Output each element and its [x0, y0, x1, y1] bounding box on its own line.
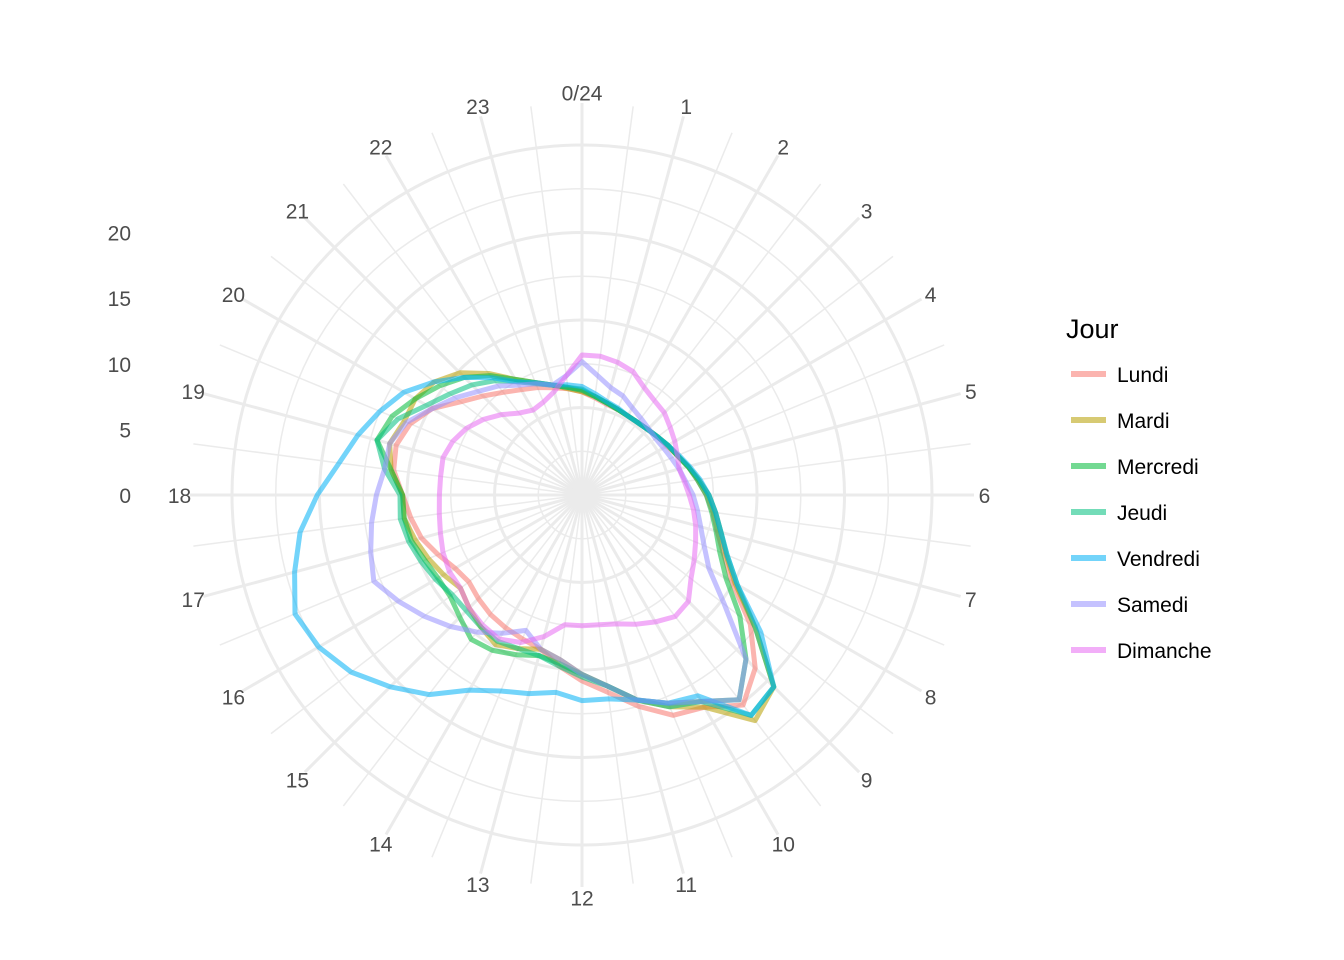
grid-spoke	[580, 493, 861, 774]
hour-tick-label: 20	[222, 284, 245, 307]
grid-spoke	[303, 216, 584, 497]
hour-tick-label: 19	[182, 381, 205, 404]
grid-spoke	[384, 494, 584, 836]
r-tick-label: 0	[119, 485, 131, 508]
hour-tick-label: 12	[570, 888, 593, 911]
grid-spoke-minor	[530, 106, 583, 496]
polar-grid	[190, 103, 974, 887]
hour-tick-label: 8	[925, 686, 937, 709]
grid-spoke-minor	[270, 494, 583, 735]
legend-label: Mercredi	[1117, 456, 1199, 479]
grid-spoke	[479, 494, 584, 875]
legend-label: Mardi	[1117, 410, 1170, 433]
series-line-dimanche	[436, 352, 699, 645]
hour-tick-label: 18	[168, 485, 191, 508]
grid-spoke-minor	[431, 494, 583, 858]
grid-spoke-minor	[581, 443, 971, 496]
hour-tick-labels: 0/24123456789101112131415161718192021222…	[168, 83, 991, 911]
hour-tick-label: 14	[369, 834, 393, 857]
grid-spoke-minor	[581, 494, 971, 547]
grid-spoke	[384, 154, 584, 496]
hour-tick-label: 21	[286, 200, 309, 223]
hour-tick-label: 3	[861, 200, 873, 223]
grid-spoke-minor	[581, 183, 822, 496]
hour-tick-label: 13	[466, 874, 489, 897]
grid-spoke-minor	[581, 494, 634, 884]
series-lines	[292, 352, 777, 724]
grid-spoke-minor	[581, 494, 822, 807]
legend-label: Vendredi	[1117, 548, 1200, 571]
r-tick-label: 15	[108, 288, 131, 311]
grid-spoke	[580, 216, 861, 497]
legend: Jour Lundi Mardi Mercredi Jeudi Vendredi Same…	[1066, 314, 1212, 663]
hour-tick-label: 1	[680, 96, 692, 119]
grid-spoke-minor	[581, 255, 894, 496]
grid-spoke-minor	[581, 494, 945, 646]
r-tick-label: 20	[108, 223, 131, 246]
legend-label: Samedi	[1117, 594, 1188, 617]
legend-items: Lundi Mardi Mercredi Jeudi Vendredi Samedi Dim…	[1071, 364, 1212, 663]
hour-tick-label: 2	[777, 136, 789, 159]
grid-spoke-minor	[219, 494, 583, 646]
grid-spoke-minor	[193, 494, 583, 547]
hour-tick-label: 9	[861, 770, 873, 793]
legend-label: Dimanche	[1117, 640, 1212, 663]
hour-tick-label: 4	[925, 284, 937, 307]
grid-spoke	[479, 115, 584, 496]
hour-tick-label: 5	[965, 381, 977, 404]
grid-spoke-minor	[581, 132, 733, 496]
r-tick-label: 10	[108, 354, 131, 377]
hour-tick-label: 6	[979, 485, 991, 508]
hour-tick-label: 17	[182, 589, 205, 612]
hour-tick-label: 15	[286, 770, 309, 793]
grid-spoke-minor	[530, 494, 583, 884]
hour-tick-label: 0/24	[562, 83, 603, 106]
grid-spoke-minor	[431, 132, 583, 496]
series-line-samedi	[368, 359, 749, 706]
hour-tick-label: 23	[466, 96, 489, 119]
grid-spoke	[580, 494, 780, 836]
radial-tick-labels: 0 5 10 15 20	[108, 223, 131, 509]
hour-tick-label: 7	[965, 589, 977, 612]
grid-spoke	[581, 392, 962, 497]
series-line-vendredi	[292, 374, 777, 718]
grid-spoke	[241, 297, 583, 497]
legend-title: Jour	[1066, 314, 1119, 344]
r-tick-label: 5	[119, 419, 131, 442]
grid-spoke-minor	[581, 494, 733, 858]
grid-spoke	[580, 154, 780, 496]
grid-spoke	[580, 115, 685, 496]
grid-spoke-minor	[581, 344, 945, 496]
grid-spoke	[581, 493, 962, 598]
legend-label: Lundi	[1117, 364, 1168, 387]
grid-spoke-minor	[581, 106, 634, 496]
grid-spoke	[202, 493, 583, 598]
hour-tick-label: 22	[369, 136, 392, 159]
grid-spoke-minor	[342, 183, 583, 496]
hour-tick-label: 10	[772, 834, 795, 857]
hour-tick-label: 16	[222, 686, 245, 709]
grid-spoke-minor	[342, 494, 583, 807]
grid-spoke	[202, 392, 583, 497]
grid-spoke	[581, 297, 923, 497]
grid-spoke	[581, 493, 923, 693]
legend-label: Jeudi	[1117, 502, 1167, 525]
hour-tick-label: 11	[675, 874, 697, 897]
grid-spoke	[303, 493, 584, 774]
grid-spoke-minor	[270, 255, 583, 496]
grid-spoke	[241, 493, 583, 693]
grid-spoke	[580, 494, 685, 875]
